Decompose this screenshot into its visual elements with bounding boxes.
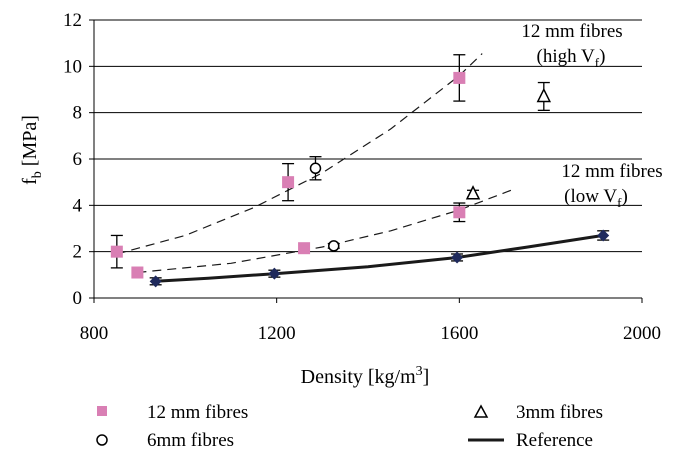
y-tick-label: 12 — [63, 10, 82, 31]
x-tick-label: 2000 — [623, 323, 661, 344]
point-12mm-fibres — [131, 266, 144, 279]
legend-label-6mm: 6mm fibres — [147, 430, 234, 451]
trend-line-dashed — [116, 53, 483, 255]
point-12mm-fibres — [453, 71, 466, 84]
legend-item-3mm: 3mm fibres — [473, 402, 603, 423]
legend-item-reference: Reference — [468, 430, 593, 451]
y-tick-label: 2 — [73, 242, 83, 263]
y-tick-label: 8 — [73, 103, 83, 124]
x-axis-title: Density [kg/m3] — [301, 364, 430, 388]
y-tick-label: 6 — [73, 149, 83, 170]
annotation-high-vf-line2: (high Vf) — [537, 46, 606, 70]
x-axis-title-sup: 3 — [416, 364, 423, 379]
point-12mm-fibres — [282, 176, 295, 189]
legend-marker-triangle — [473, 404, 489, 418]
point-reference — [149, 275, 162, 288]
legend: 12 mm fibres 6mm fibres 3mm fibres Refer… — [96, 402, 603, 451]
error-bars — [110, 54, 610, 286]
legend-marker-square — [97, 406, 107, 416]
legend-label-12mm: 12 mm fibres — [147, 402, 248, 423]
point-12mm-fibres — [298, 242, 311, 255]
trend-lines — [116, 53, 604, 283]
y-axis-title: fb [MPa] — [19, 115, 45, 185]
legend-item-6mm: 6mm fibres — [96, 430, 234, 451]
y-tick-label: 4 — [73, 195, 83, 216]
data-points — [110, 71, 610, 288]
y-tick-label: 0 — [73, 288, 83, 309]
point-12mm-fibres — [453, 206, 466, 219]
y-tick-labels: 0 2 4 6 8 10 12 — [63, 10, 83, 309]
x-tick-label: 800 — [80, 323, 109, 344]
point-3mm-fibres — [536, 87, 552, 103]
point-reference — [451, 251, 464, 264]
x-axis-title-tail: ] — [423, 366, 430, 388]
point-3mm-fibres — [465, 185, 481, 200]
legend-marker-circle — [96, 434, 108, 446]
point-reference — [268, 267, 281, 280]
grid-lines — [94, 19, 642, 253]
legend-item-12mm: 12 mm fibres — [97, 402, 248, 423]
x-tick-labels: 800 1200 1600 2000 — [80, 323, 661, 344]
annotation-low-vf-line1: 12 mm fibres — [561, 161, 662, 182]
y-tick-label: 10 — [63, 56, 82, 77]
legend-label-3mm: 3mm fibres — [516, 402, 603, 423]
annotation-high-vf: 12 mm fibres (high Vf) — [521, 21, 622, 70]
point-12mm-fibres — [110, 245, 123, 258]
y-axis-title-tail: [MPa] — [19, 115, 41, 171]
x-tick-label: 1200 — [258, 323, 296, 344]
point-6mm-fibres — [309, 162, 322, 175]
point-6mm-fibres — [328, 240, 340, 252]
point-reference — [597, 229, 610, 242]
reference-line — [155, 233, 604, 283]
annotation-low-vf: 12 mm fibres (low Vf) — [561, 161, 662, 210]
legend-label-reference: Reference — [516, 430, 593, 451]
y-axis-title-sub: b — [30, 171, 45, 178]
annotation-low-vf-line2: (low Vf) — [564, 186, 628, 210]
axes — [89, 19, 643, 303]
trend-line-dashed — [137, 188, 515, 274]
x-tick-label: 1600 — [440, 323, 478, 344]
annotation-high-vf-line1: 12 mm fibres — [521, 21, 622, 42]
